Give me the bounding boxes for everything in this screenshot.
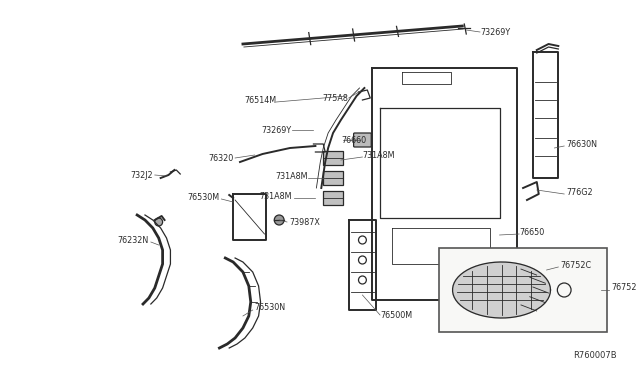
Bar <box>323 191 343 205</box>
Circle shape <box>275 215 284 225</box>
Text: 73269Y: 73269Y <box>480 28 510 36</box>
Text: 76630N: 76630N <box>566 140 597 148</box>
Circle shape <box>155 218 163 226</box>
Text: 76752C: 76752C <box>560 260 591 269</box>
Text: 731A8M: 731A8M <box>259 192 292 201</box>
Text: 76514M: 76514M <box>244 96 276 105</box>
Text: 775A8: 775A8 <box>323 93 349 103</box>
Text: 76320: 76320 <box>208 154 233 163</box>
Text: 76530M: 76530M <box>188 192 220 202</box>
Text: 76650: 76650 <box>519 228 545 237</box>
Text: 73269Y: 73269Y <box>262 125 292 135</box>
Text: 76232N: 76232N <box>118 235 149 244</box>
Text: 76752: 76752 <box>611 283 637 292</box>
Text: 731A8M: 731A8M <box>362 151 395 160</box>
Bar <box>439 248 607 332</box>
Bar <box>323 151 343 165</box>
Text: 776G2: 776G2 <box>566 187 593 196</box>
Text: 731A8M: 731A8M <box>275 171 308 180</box>
Text: 76530N: 76530N <box>255 304 286 312</box>
Text: 73987X: 73987X <box>289 218 320 227</box>
FancyBboxPatch shape <box>354 133 371 147</box>
Text: 732J2: 732J2 <box>130 170 153 180</box>
Bar <box>323 171 343 185</box>
Polygon shape <box>452 262 550 318</box>
Text: R760007B: R760007B <box>573 351 617 360</box>
Text: 76660: 76660 <box>341 135 366 144</box>
Text: 76500M: 76500M <box>380 311 412 320</box>
